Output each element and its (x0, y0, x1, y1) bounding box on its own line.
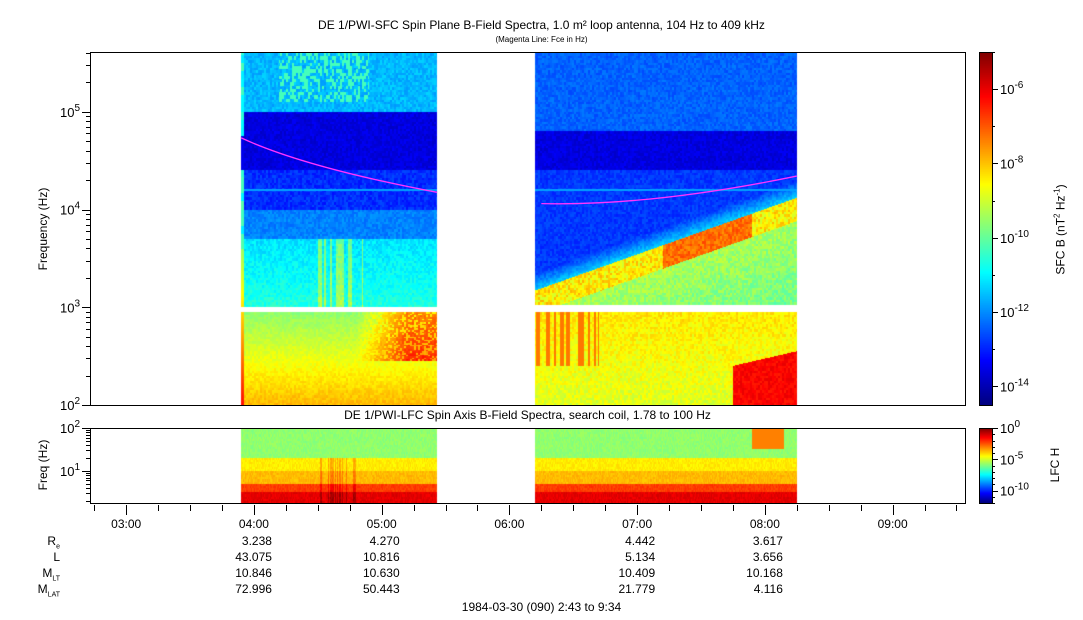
row-label-sub: LT (52, 575, 60, 583)
ephemeris-row-label: Re (0, 534, 60, 550)
x-tick-label: 05:00 (367, 517, 397, 531)
colorbar-tick-label: 10-14 (1000, 377, 1029, 394)
time-range-footer: 1984-03-30 (090) 2:43 to 9:34 (461, 600, 622, 614)
lfc-chart-title: DE 1/PWI-LFC Spin Axis B-Field Spectra, … (344, 408, 711, 422)
colorbar-tick-label: 10-10 (1000, 482, 1029, 499)
x-tick-label: 04:00 (239, 517, 269, 531)
lfc-y-axis-label: Freq (Hz) (36, 439, 50, 491)
ephemeris-value: 4.442 (625, 534, 656, 548)
sfc-colorbar-label: SFC B (nT2 Hz-1) (1052, 184, 1068, 275)
lfc-colorbar (979, 428, 992, 503)
row-label-sub: LAT (47, 591, 60, 599)
colorbar-tick-label: 10-12 (1000, 303, 1029, 320)
ephemeris-value: 3.656 (752, 550, 783, 564)
colorbar-tick-label: 100 (1000, 419, 1020, 436)
ephemeris-value: 4.116 (753, 582, 783, 596)
fce-line (541, 175, 797, 205)
cb-label-end: ) (1053, 184, 1068, 189)
y-tick-label: 105 (60, 103, 80, 120)
row-label-text: L (53, 550, 60, 564)
lfc-colorbar-frame (979, 428, 993, 504)
ephemeris-value: 43.075 (235, 550, 272, 564)
row-label-sub: e (56, 543, 60, 551)
colorbar-tick-label: 10-8 (1000, 154, 1024, 171)
lfc-plot-frame (90, 428, 966, 504)
y-tick-label: 102 (60, 396, 80, 413)
cb-label-mid: Hz (1053, 195, 1068, 214)
y-tick-label: 101 (60, 462, 80, 479)
sfc-colorbar-frame (979, 52, 993, 406)
ephemeris-value: 50.443 (362, 582, 400, 596)
cb-label-main: SFC B (nT (1053, 217, 1068, 275)
ephemeris-value: 10.409 (618, 566, 656, 580)
x-tick-label: 09:00 (878, 517, 908, 531)
sfc-plot-frame (90, 52, 966, 406)
x-tick-label: 03:00 (111, 517, 141, 531)
ephemeris-value: 10.168 (746, 566, 783, 580)
ephemeris-value: 10.816 (362, 550, 400, 564)
ephemeris-value: 10.846 (235, 566, 272, 580)
row-label-text: R (47, 534, 57, 548)
y-tick-label: 103 (60, 298, 80, 315)
ephemeris-value: 5.134 (625, 550, 656, 564)
fce-line (240, 137, 438, 193)
ephemeris-value: 10.630 (362, 566, 400, 580)
sfc-colorbar (979, 52, 992, 405)
y-axis-label: Frequency (Hz) (36, 187, 50, 271)
ephemeris-row-label: MLAT (0, 582, 60, 598)
sfc-spectrogram (90, 52, 965, 405)
colorbar-tick-label: 10-10 (1000, 229, 1029, 246)
lfc-colorbar-label: LFC H (1048, 447, 1062, 483)
ephemeris-value: 3.617 (752, 534, 783, 548)
colorbar-tick-label: 10-5 (1000, 450, 1024, 467)
ephemeris-row-label: MLT (0, 566, 60, 582)
ephemeris-value: 4.270 (369, 534, 400, 548)
y-tick-label: 102 (60, 419, 80, 436)
chart-subtitle: (Magenta Line: Fce in Hz) (495, 35, 588, 44)
row-label-text: M (42, 566, 53, 580)
x-tick-label: 08:00 (750, 517, 780, 531)
x-tick-label: 07:00 (622, 517, 652, 531)
colorbar-tick-label: 10-6 (1000, 80, 1024, 97)
chart-title: DE 1/PWI-SFC Spin Plane B-Field Spectra,… (318, 18, 765, 32)
y-tick-label: 104 (60, 201, 80, 218)
ephemeris-value: 21.779 (618, 582, 656, 596)
ephemeris-value: 3.238 (241, 534, 272, 548)
row-label-text: M (37, 582, 48, 596)
ephemeris-row-label: L (0, 550, 60, 564)
ephemeris-value: 72.996 (235, 582, 272, 596)
x-tick-label: 06:00 (494, 517, 524, 531)
lfc-spectrogram (90, 428, 965, 503)
